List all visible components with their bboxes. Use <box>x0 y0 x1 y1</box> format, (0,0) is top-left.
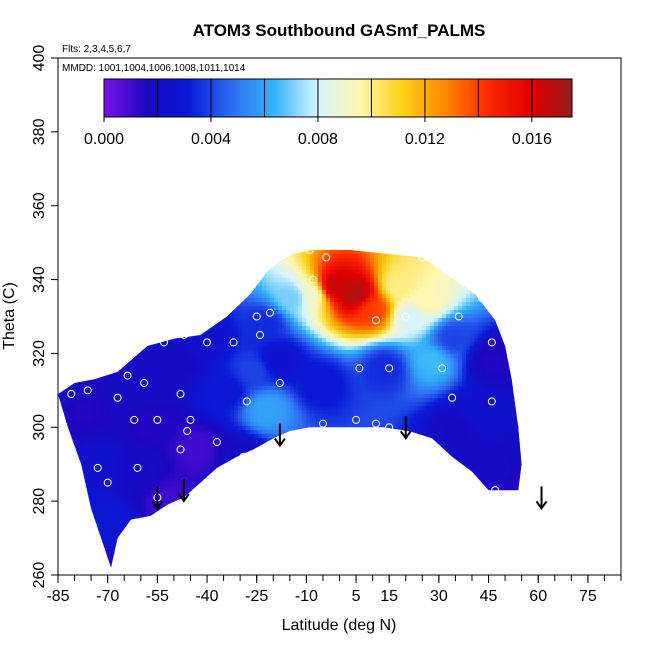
flights-note: Flts: 2,3,4,5,6,7 <box>62 44 131 55</box>
chart-title: ATOM3 Southbound GASmf_PALMS <box>193 21 486 40</box>
